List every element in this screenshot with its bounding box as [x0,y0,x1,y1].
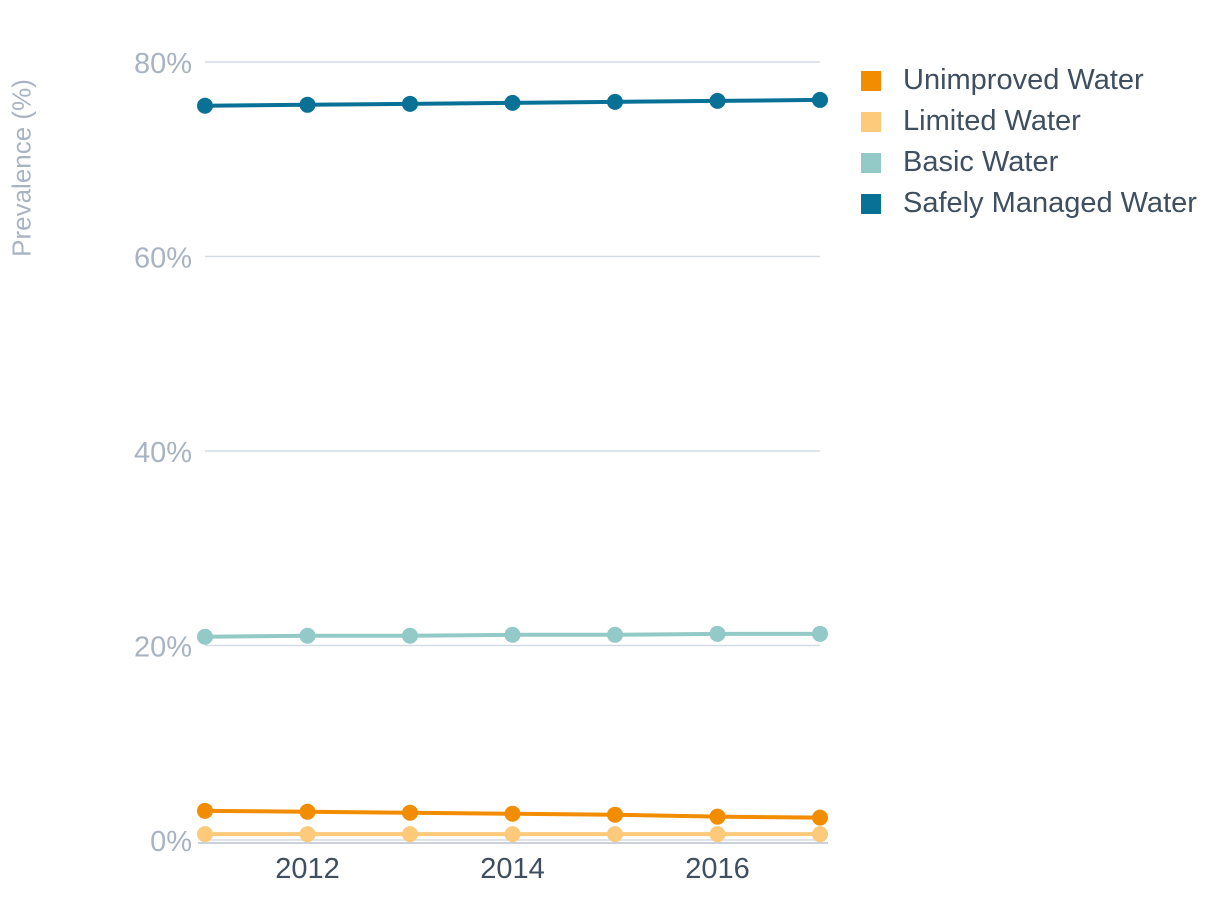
data-point [504,94,521,111]
data-point [299,96,316,113]
y-axis-label: Prevalence (%) [6,78,37,257]
data-point [607,826,623,843]
legend-item: Limited Water [861,101,1197,142]
legend-swatch [861,193,881,214]
data-point [812,91,828,108]
y-tick-label: 20% [134,632,192,664]
legend-swatch [861,111,881,132]
data-point [607,626,623,643]
data-point [709,92,726,109]
data-point [709,808,726,825]
data-point [504,805,521,822]
data-point [402,804,418,821]
data-point [504,826,521,843]
legend-swatch [861,152,881,173]
data-point [197,97,213,114]
data-point [402,826,418,843]
legend-item: Safely Managed Water [861,183,1197,224]
data-point [504,626,521,643]
y-tick-label: 40% [134,437,192,469]
legend-swatch [861,70,881,91]
legend: Unimproved Water Limited Water Basic Water… [861,60,1197,224]
y-tick-label: 0% [150,826,192,858]
data-point [197,826,213,843]
legend-item: Basic Water [861,142,1197,183]
data-point [812,625,828,642]
data-point [197,802,213,819]
data-point [607,806,623,823]
data-point [299,826,316,843]
legend-item: Unimproved Water [861,60,1197,101]
legend-label: Safely Managed Water [903,187,1197,219]
legend-label: Limited Water [903,105,1081,137]
data-point [607,93,623,110]
y-axis-label-container: Prevalence (%) [6,60,38,275]
data-point [402,627,418,644]
x-tick-label: 2016 [685,853,750,885]
y-tick-label: 80% [134,48,192,80]
x-tick-label: 2014 [480,853,545,885]
data-point [812,826,828,843]
y-tick-label: 60% [134,243,192,275]
x-tick-label: 2012 [275,853,340,885]
data-point [402,95,418,112]
legend-label: Unimproved Water [903,64,1144,96]
legend-label: Basic Water [903,146,1059,178]
data-point [197,628,213,645]
data-point [299,803,316,820]
data-point [812,809,828,826]
data-point [709,625,726,642]
data-point [709,826,726,843]
data-point [299,627,316,644]
